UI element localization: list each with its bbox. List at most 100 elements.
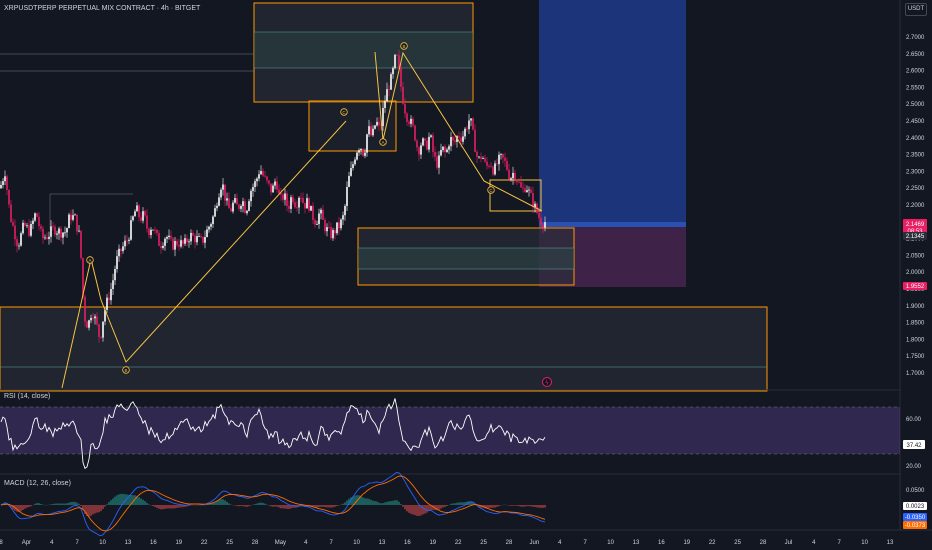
macd-bar bbox=[244, 505, 246, 507]
candle-body bbox=[118, 248, 120, 257]
candle-body bbox=[538, 213, 540, 218]
candle-body bbox=[528, 189, 530, 191]
candle-body bbox=[10, 204, 12, 222]
candle-body bbox=[428, 136, 430, 150]
macd-bar bbox=[408, 505, 410, 513]
macd-bar bbox=[140, 498, 142, 505]
candle-body bbox=[312, 205, 314, 220]
price-tick: 2.7000 bbox=[906, 35, 925, 41]
chart-title: XRPUSDTPERP PERPETUAL MIX CONTRACT · 4h … bbox=[4, 5, 201, 12]
candle-body bbox=[62, 232, 64, 238]
macd-bar bbox=[100, 505, 102, 512]
candle-body bbox=[450, 137, 452, 147]
macd-bar bbox=[414, 505, 416, 516]
candle-body bbox=[110, 289, 112, 301]
candle-body bbox=[72, 215, 74, 220]
candle-body bbox=[106, 297, 108, 310]
resistance-box bbox=[253, 2, 474, 103]
candle-body bbox=[6, 176, 8, 190]
macd-bar bbox=[470, 501, 472, 505]
macd-bar bbox=[420, 505, 422, 516]
macd-bar bbox=[236, 505, 238, 506]
candle-body bbox=[464, 128, 466, 137]
macd-bar bbox=[180, 505, 182, 508]
macd-label: MACD (12, 26, close) bbox=[4, 480, 71, 487]
time-tick: Jun bbox=[530, 540, 540, 546]
candle-body bbox=[338, 222, 340, 229]
candle-body bbox=[130, 220, 132, 240]
wave-label-c: C bbox=[342, 110, 346, 115]
macd-bar bbox=[212, 502, 214, 505]
macd-bar bbox=[426, 505, 428, 513]
macd-bar bbox=[152, 505, 154, 507]
macd-bar bbox=[488, 505, 490, 509]
candle-body bbox=[18, 245, 20, 247]
candle-body bbox=[178, 245, 180, 247]
time-tick: 7 bbox=[838, 540, 842, 546]
macd-bar bbox=[188, 505, 190, 506]
price-tick: 2.5500 bbox=[906, 85, 925, 91]
macd-bar bbox=[106, 504, 108, 505]
macd-bar bbox=[446, 505, 448, 506]
macd-bar bbox=[110, 500, 112, 505]
macd-bar bbox=[518, 505, 520, 507]
candle-body bbox=[328, 227, 330, 228]
time-tick: 13 bbox=[887, 540, 894, 546]
macd-bar bbox=[538, 505, 540, 508]
candle-body bbox=[444, 146, 446, 152]
candle-body bbox=[526, 190, 528, 193]
candle-body bbox=[208, 226, 210, 230]
candle-body bbox=[508, 169, 510, 180]
candle-body bbox=[190, 232, 192, 242]
macd-bar bbox=[92, 505, 94, 515]
candle-body bbox=[310, 205, 312, 211]
currency-button[interactable]: USDT bbox=[905, 3, 927, 16]
candle-body bbox=[352, 164, 354, 169]
candle-body bbox=[544, 222, 546, 228]
time-tick: 28 bbox=[760, 540, 767, 546]
macd-bar bbox=[366, 498, 368, 505]
candle-body bbox=[30, 224, 32, 236]
time-tick: Apr bbox=[22, 540, 31, 546]
candle-body bbox=[252, 186, 254, 191]
candle-body bbox=[42, 228, 44, 239]
macd-bar bbox=[540, 505, 542, 508]
macd-bar bbox=[168, 505, 170, 509]
candle-body bbox=[336, 222, 338, 234]
macd-bar bbox=[18, 505, 20, 512]
macd-bar bbox=[284, 505, 286, 509]
macd-bar bbox=[498, 505, 500, 507]
macd-bar bbox=[416, 505, 418, 516]
macd-bar bbox=[466, 501, 468, 505]
macd-bar bbox=[216, 500, 218, 505]
candle-body bbox=[158, 233, 160, 247]
candle-body bbox=[364, 152, 366, 156]
price-tick: 2.4500 bbox=[906, 119, 925, 125]
candle-body bbox=[200, 236, 202, 237]
candle-body bbox=[96, 316, 98, 325]
candle-body bbox=[460, 137, 462, 142]
macd-bar bbox=[174, 505, 176, 509]
candle-body bbox=[188, 241, 190, 243]
candle-body bbox=[108, 297, 110, 301]
candle-body bbox=[440, 149, 442, 156]
macd-bar bbox=[84, 505, 86, 514]
target-zone bbox=[539, 0, 686, 225]
candle-body bbox=[176, 241, 178, 246]
candle-body bbox=[58, 228, 60, 234]
macd-bar bbox=[206, 504, 208, 505]
candle-body bbox=[206, 229, 208, 238]
candle-body bbox=[182, 240, 184, 244]
demand-box bbox=[0, 306, 768, 392]
candle-body bbox=[128, 239, 130, 241]
candle-body bbox=[56, 233, 58, 235]
macd-bar bbox=[254, 504, 256, 505]
rsi-tick: 20.00 bbox=[906, 464, 922, 470]
macd-bar bbox=[108, 502, 110, 505]
candle-body bbox=[480, 156, 482, 159]
time-tick: 19 bbox=[683, 540, 690, 546]
candle-body bbox=[416, 140, 418, 148]
macd-bar bbox=[208, 503, 210, 505]
wave-label-circle bbox=[122, 366, 130, 374]
